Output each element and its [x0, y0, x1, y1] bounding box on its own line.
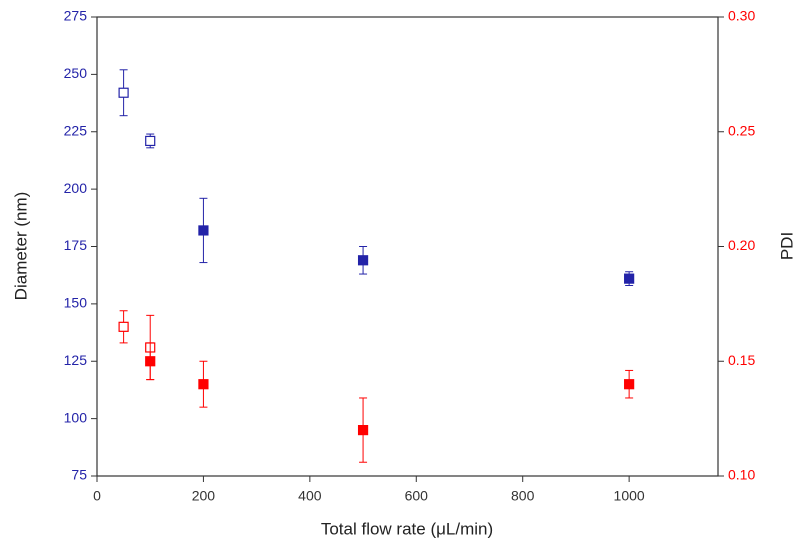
x-axis-title: Total flow rate (μL/min)	[321, 519, 493, 538]
data-point	[118, 321, 129, 332]
data-point	[624, 273, 635, 284]
y-tick-label: 100	[64, 409, 88, 425]
y-tick-label: 75	[71, 467, 87, 483]
y-tick-label: 275	[64, 8, 88, 24]
data-point	[357, 255, 369, 266]
data-point	[198, 379, 209, 390]
y-tick-label: 150	[64, 295, 88, 311]
data-point	[145, 356, 156, 367]
data-point	[198, 225, 209, 236]
y-tick-label: 200	[64, 180, 88, 196]
y-tick-label: 175	[64, 237, 88, 253]
y2-axis-title: PDI	[777, 232, 796, 260]
x-tick-label: 600	[405, 488, 429, 504]
y2-tick-label: 0.10	[728, 467, 755, 483]
x-tick-label: 800	[511, 488, 535, 504]
y-tick-label: 125	[64, 352, 88, 368]
x-tick-label: 400	[298, 488, 322, 504]
y2-tick-label: 0.30	[728, 8, 755, 24]
data-point	[624, 379, 635, 390]
data-point	[118, 87, 129, 98]
x-tick-label: 1000	[614, 488, 645, 504]
x-tick-label: 0	[93, 488, 101, 504]
y-tick-label: 225	[64, 122, 88, 138]
y-tick-label: 250	[64, 65, 88, 81]
y-axis-title: Diameter (nm)	[11, 192, 30, 301]
data-point	[145, 135, 156, 147]
data-point	[357, 425, 369, 436]
x-tick-label: 200	[192, 488, 216, 504]
plot-frame	[96, 16, 719, 477]
y2-tick-label: 0.15	[728, 352, 755, 368]
y2-tick-label: 0.25	[728, 122, 755, 138]
y2-tick-label: 0.20	[728, 237, 755, 253]
